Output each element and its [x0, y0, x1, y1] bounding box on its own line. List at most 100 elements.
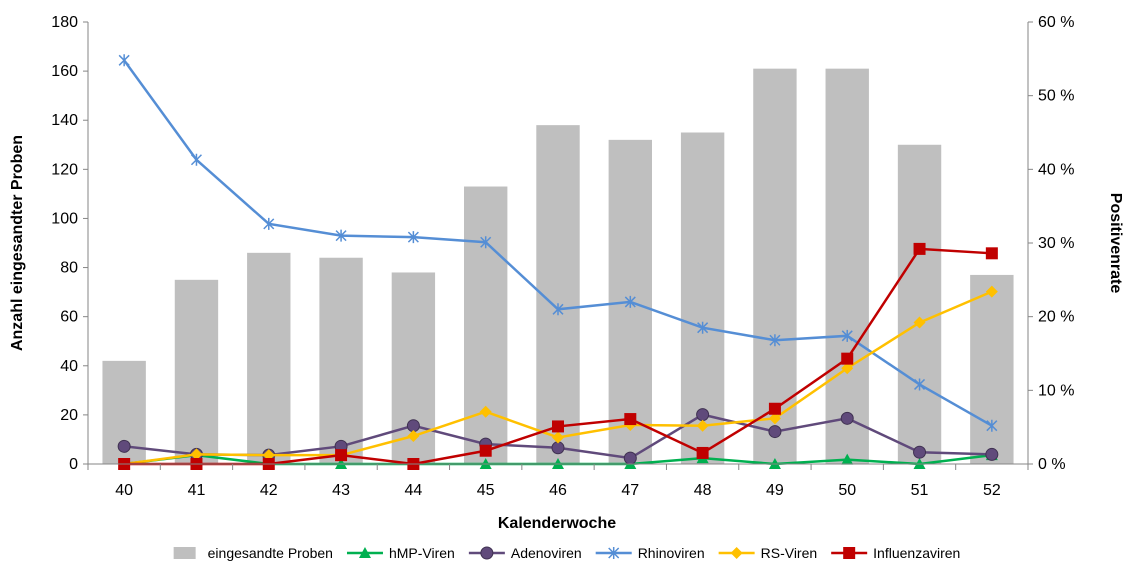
y-tick-label-left: 40	[60, 358, 78, 375]
legend-marker	[480, 546, 494, 560]
legend-item-adenoviren: Adenoviren	[468, 545, 582, 561]
x-tick-label: 46	[549, 482, 567, 499]
y-tick-label-left: 100	[51, 210, 78, 227]
legend-label: Rhinoviren	[638, 545, 705, 561]
bar-series-eingesandte-proben	[102, 68, 1014, 465]
y-tick-label-left: 20	[60, 407, 78, 424]
x-tick-label: 44	[404, 482, 422, 499]
x-tick-label: 48	[694, 482, 712, 499]
legend-item-influenzaviren: Influenzaviren	[831, 545, 960, 561]
point-influenzaviren-43	[335, 449, 348, 462]
point-rs-viren-49	[768, 412, 781, 425]
point-rhinoviren-41	[190, 153, 202, 166]
point-rs-viren-44	[407, 430, 420, 443]
point-rs-viren-48	[696, 419, 709, 432]
point-adenoviren-40	[117, 439, 131, 453]
point-rhinoviren-45	[480, 236, 492, 249]
y-tick-label-right: 50 %	[1038, 88, 1074, 105]
bar-51	[897, 144, 942, 464]
legend-item-hmp-viren: hMP-Viren	[346, 545, 455, 561]
y-tick-label-right: 0 %	[1038, 456, 1066, 473]
point-adenoviren-50	[840, 411, 854, 425]
point-rhinoviren-40	[118, 54, 130, 67]
y-tick-label-right: 20 %	[1038, 309, 1074, 326]
x-tick-label: 47	[621, 482, 639, 499]
legend-item-rhinoviren: Rhinoviren	[595, 545, 705, 561]
point-rhinoviren-44	[407, 231, 419, 244]
point-influenzaviren-46	[552, 420, 564, 433]
point-rhinoviren-51	[914, 378, 926, 391]
point-influenzaviren-51	[913, 242, 926, 255]
point-hmp-viren-50	[841, 453, 854, 465]
axes: 0 20 40 60 80 100 120 140 160 180 0 % 10 % 20 % 30 % 4…	[51, 14, 1074, 499]
point-adenoviren-44	[406, 419, 420, 433]
bar-50	[825, 68, 869, 465]
point-rs-viren-41	[190, 448, 203, 461]
bar-45	[464, 186, 508, 464]
point-adenoviren-46	[551, 441, 565, 455]
y-tick-label-right: 10 %	[1038, 382, 1074, 399]
x-tick-label: 52	[983, 482, 1001, 499]
legend-label: hMP-Viren	[389, 545, 455, 561]
point-adenoviren-51	[913, 445, 927, 459]
legend-item-rs-viren: RS-Viren	[718, 545, 818, 561]
point-rs-viren-52	[985, 285, 998, 298]
x-tick-label: 41	[188, 482, 206, 499]
legend-marker	[358, 547, 371, 558]
point-rhinoviren-49	[769, 334, 781, 347]
legend-swatch	[173, 547, 196, 559]
bar-52	[970, 274, 1014, 464]
x-tick-label: 42	[260, 482, 278, 499]
bar-41	[174, 279, 219, 464]
legend-marker	[843, 547, 856, 559]
legend-label: Adenoviren	[511, 545, 582, 561]
legend-item-eingesandte-proben: eingesandte Proben	[173, 545, 333, 561]
point-rhinoviren-42	[263, 217, 275, 230]
y-tick-label-right: 30 %	[1038, 235, 1074, 252]
point-rhinoviren-48	[697, 321, 709, 334]
point-rs-viren-45	[479, 405, 492, 418]
x-axis-title: Kalenderwoche	[498, 515, 616, 532]
x-tick-label: 43	[332, 482, 350, 499]
bar-42	[247, 252, 291, 464]
y-tick-label-right: 40 %	[1038, 161, 1074, 178]
y-tick-label-left: 180	[51, 14, 78, 31]
point-adenoviren-49	[768, 425, 782, 439]
y-tick-label-left: 120	[51, 161, 78, 178]
point-rhinoviren-47	[624, 295, 636, 308]
point-rs-viren-46	[552, 431, 564, 444]
point-rhinoviren-43	[335, 229, 347, 242]
point-adenoviren-47	[623, 451, 637, 465]
y-tick-label-left: 140	[51, 112, 78, 129]
point-rs-viren-50	[841, 362, 854, 375]
legend: eingesandte Proben hMP-Viren Adenoviren Rhi…	[173, 545, 960, 561]
point-influenzaviren-50	[841, 352, 854, 365]
point-rs-viren-51	[913, 316, 926, 329]
y-axis-title-left: Anzahl eingesandter Proben	[9, 135, 26, 351]
y-tick-label-left: 80	[60, 260, 78, 277]
legend-label: Influenzaviren	[873, 545, 960, 561]
legend-label: RS-Viren	[761, 545, 818, 561]
line-series-rhinoviren	[118, 54, 998, 432]
legend-marker	[730, 547, 743, 559]
y-tick-label-right: 60 %	[1038, 14, 1074, 31]
x-tick-label: 45	[477, 482, 495, 499]
point-adenoviren-48	[696, 408, 710, 422]
point-influenzaviren-45	[479, 444, 492, 457]
point-influenzaviren-49	[768, 402, 781, 415]
y-tick-label-left: 60	[60, 309, 78, 326]
x-tick-label: 40	[115, 482, 133, 499]
point-influenzaviren-47	[624, 413, 637, 426]
point-influenzaviren-52	[985, 247, 998, 260]
point-rhinoviren-52	[986, 419, 998, 432]
point-rhinoviren-46	[552, 303, 564, 316]
point-adenoviren-52	[985, 447, 999, 461]
bar-43	[319, 257, 363, 464]
x-tick-label: 49	[766, 482, 784, 499]
y-tick-label-left: 0	[69, 456, 78, 473]
y-axis-title-right: Positivenrate	[1107, 193, 1124, 294]
point-influenzaviren-48	[696, 446, 709, 459]
x-tick-label: 51	[911, 482, 929, 499]
y-tick-label-left: 160	[51, 63, 78, 80]
